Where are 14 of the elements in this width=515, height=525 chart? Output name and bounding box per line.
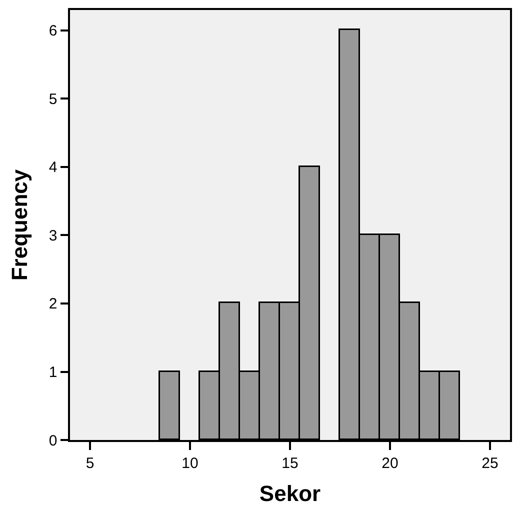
x-tick-label: 5	[86, 454, 94, 472]
x-axis-title: Sekor	[259, 481, 322, 506]
y-tick-label: 0	[48, 432, 58, 450]
x-tick-label: 25	[482, 454, 498, 472]
x-tick-label: 10	[182, 454, 198, 472]
x-tick-label: 20	[382, 454, 398, 472]
y-tick-label: 4	[48, 159, 58, 176]
y-tick-label: 2	[48, 296, 58, 313]
y-tick-label: 5	[48, 90, 58, 108]
x-tick-label: 15	[282, 454, 298, 472]
y-axis-title: Frequency	[7, 168, 32, 281]
y-tick-label: 3	[48, 227, 58, 244]
y-tick-label: 1	[48, 364, 58, 381]
y-tick-label: 6	[48, 22, 58, 40]
